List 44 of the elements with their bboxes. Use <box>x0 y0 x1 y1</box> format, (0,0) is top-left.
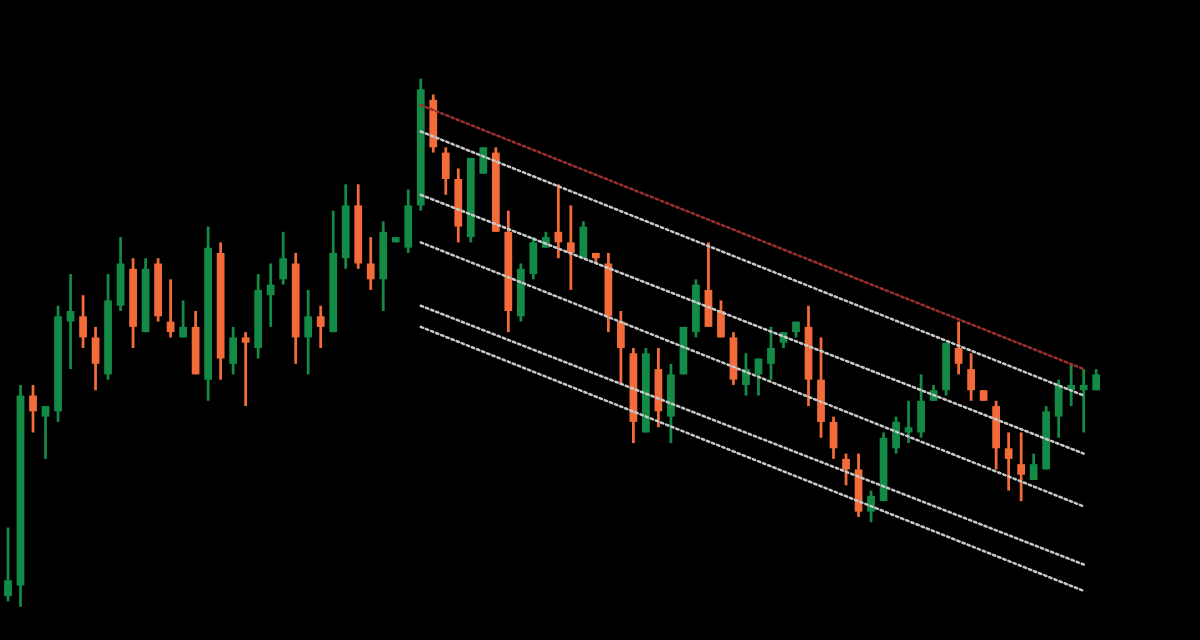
candlestick <box>41 404 50 461</box>
candlestick <box>667 362 675 445</box>
candlestick <box>717 299 725 339</box>
candlestick <box>91 325 100 392</box>
candlestick <box>767 325 775 382</box>
candlestick <box>4 526 12 603</box>
candlestick <box>241 330 250 408</box>
candlestick <box>116 235 125 313</box>
candlestick <box>1004 431 1013 492</box>
candlestick <box>404 188 413 255</box>
candlestick <box>554 182 563 260</box>
candlestick <box>942 341 950 397</box>
candlestick <box>566 204 575 292</box>
candlestick <box>429 93 438 154</box>
candlestick <box>892 415 900 455</box>
candlestick <box>79 293 87 350</box>
candlestick <box>817 336 825 440</box>
candlestick <box>304 288 313 376</box>
candlestick <box>379 219 388 313</box>
candlestick <box>579 219 588 260</box>
candlestick <box>692 277 700 339</box>
candlestick <box>366 235 375 292</box>
candlestick <box>266 262 275 329</box>
candlestick <box>1029 452 1038 482</box>
candlestick <box>967 351 975 403</box>
candlestick <box>479 145 488 176</box>
candlestick <box>954 320 963 376</box>
candlestick <box>1079 367 1088 434</box>
candlestick <box>617 309 625 387</box>
candlestick <box>529 235 538 281</box>
candlestick <box>917 373 925 440</box>
candlestick <box>316 304 325 350</box>
candlestick <box>992 399 1000 471</box>
candlestick <box>179 299 187 339</box>
candlestick <box>1017 431 1026 503</box>
candlestick <box>279 230 288 287</box>
candlestick <box>516 262 525 323</box>
candlestick <box>29 383 37 434</box>
candlestick <box>66 272 75 371</box>
candlestick <box>454 167 463 244</box>
candlestick <box>229 325 238 376</box>
candlestick <box>842 452 850 487</box>
candlestick <box>441 145 450 197</box>
candlestick <box>1054 378 1063 440</box>
